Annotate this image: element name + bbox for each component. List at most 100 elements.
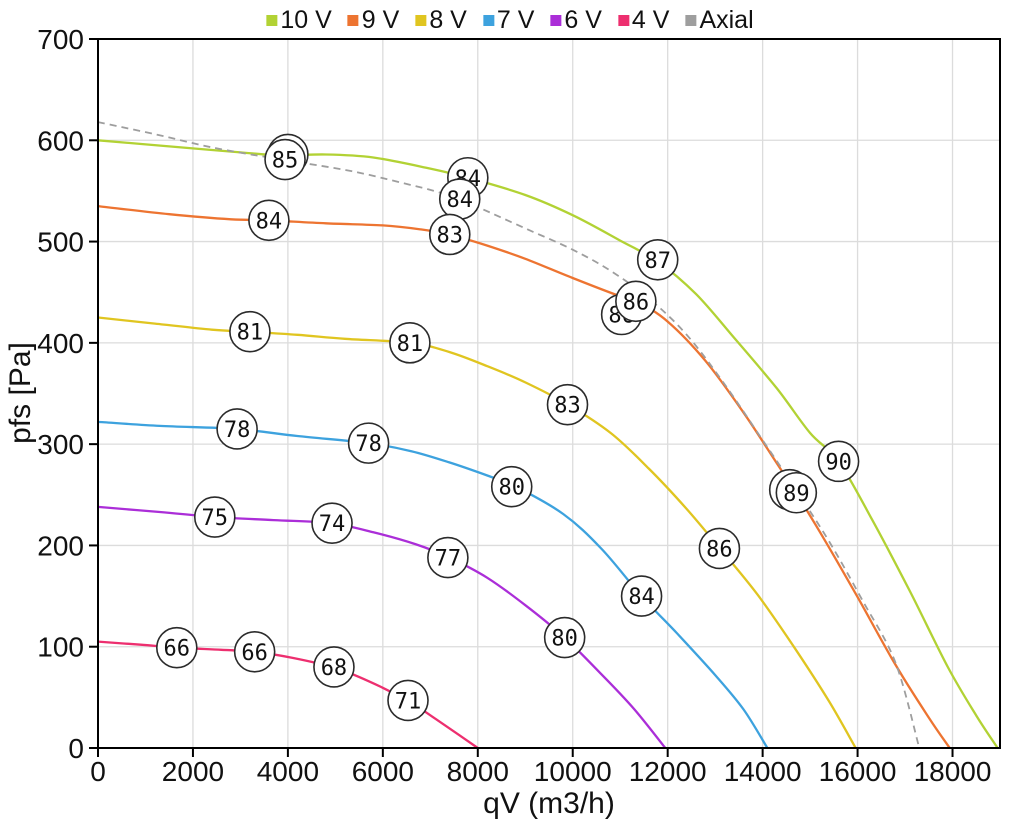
- x-tick-label-2000: 2000: [162, 756, 224, 787]
- point-label-circle: [543, 616, 586, 659]
- point-label-text: 81: [237, 321, 264, 346]
- point-label-7-v-78: 78: [216, 408, 258, 450]
- point-label-text: 89: [783, 482, 810, 507]
- point-label-text: 80: [551, 627, 578, 652]
- point-label-circle: [156, 626, 198, 669]
- point-label-9-v-83: 83: [428, 213, 471, 256]
- point-label-circle: [313, 646, 355, 688]
- point-label-text: 80: [498, 476, 525, 501]
- point-label-9-v-86: 86: [615, 280, 657, 323]
- y-tick-label-0: 0: [68, 733, 84, 764]
- legend-item-9-v: 9 V: [347, 6, 400, 35]
- point-label-circle: [233, 630, 276, 673]
- point-label-text: 75: [202, 506, 229, 531]
- point-label-text: 68: [321, 656, 348, 681]
- point-label-text: 85: [272, 149, 299, 174]
- point-label-circle: [428, 213, 471, 256]
- point-label-layer: 8584879085848689848386898181838678788084…: [156, 133, 860, 722]
- point-label-4-v-68: 68: [313, 646, 355, 688]
- point-label-text: 84: [446, 188, 473, 213]
- point-label-circle: [264, 138, 306, 181]
- legend-item-6-v: 6 V: [550, 6, 602, 35]
- point-label-10-v-87: 87: [636, 239, 679, 281]
- legend-label-7-v: 7 V: [496, 6, 535, 34]
- point-label-8-v-83: 83: [546, 383, 589, 426]
- point-label-text: 83: [437, 223, 464, 248]
- legend-swatch-8-v: [415, 15, 427, 26]
- point-label-10-v-90: 90: [817, 440, 860, 483]
- point-label-text: 78: [355, 432, 382, 457]
- legend-swatch-4-v: [617, 15, 629, 26]
- point-label-circle: [775, 471, 818, 514]
- point-label-6-v-75: 75: [193, 496, 236, 538]
- point-label-circle: [347, 422, 390, 464]
- x-tick-label-10000: 10000: [534, 756, 612, 787]
- point-label-6-v-80: 80: [543, 616, 586, 659]
- legend-item-4-v: 4 V: [617, 6, 669, 35]
- legend-label-axial: Axial: [699, 6, 754, 34]
- point-label-4-v-66: 66: [156, 626, 198, 669]
- point-label-text: 90: [825, 450, 852, 475]
- y-tick-label-700: 700: [37, 24, 84, 55]
- point-label-7-v-78: 78: [347, 422, 390, 464]
- legend-item-8-v: 8 V: [415, 6, 467, 35]
- y-tick-label-500: 500: [37, 227, 84, 258]
- y-axis-title: pfs [Pa]: [4, 342, 37, 444]
- point-label-4-v-71: 71: [387, 679, 429, 722]
- y-tick-label-100: 100: [37, 632, 84, 663]
- point-label-circle: [193, 496, 236, 538]
- legend-label-6-v: 6 V: [564, 6, 602, 34]
- point-label-text: 66: [164, 637, 191, 662]
- legend: 10 V 9 V 8 V 7 V 6 V 4 V Axial: [266, 6, 754, 35]
- x-tick-label-14000: 14000: [724, 756, 802, 787]
- point-label-circle: [490, 465, 533, 508]
- legend-label-10-v: 10 V: [280, 6, 332, 34]
- x-tick-label-6000: 6000: [352, 756, 414, 787]
- point-label-circle: [546, 383, 589, 426]
- point-label-circle: [387, 679, 429, 722]
- legend-swatch-9-v: [347, 15, 359, 26]
- x-tick-label-18000: 18000: [914, 756, 992, 787]
- point-label-4-v-66: 66: [233, 630, 276, 673]
- x-tick-label-0: 0: [90, 756, 106, 787]
- axis-layer: 0 2000 4000 6000 8000 10000 12000 14000 16000 180…: [37, 24, 1001, 787]
- point-label-circle: [636, 239, 679, 281]
- point-label-8-v-86: 86: [698, 527, 741, 570]
- point-label-axial-84: 84: [438, 178, 481, 220]
- point-label-text: 86: [623, 290, 650, 315]
- legend-swatch-axial: [685, 15, 697, 26]
- point-label-circle: [248, 199, 290, 242]
- point-label-axial-85: 85: [264, 138, 306, 181]
- y-tick-label-300: 300: [37, 429, 84, 460]
- point-label-circle: [311, 502, 353, 544]
- legend-swatch-7-v: [482, 15, 494, 26]
- plot-border: [97, 38, 1001, 749]
- point-label-text: 66: [241, 641, 268, 666]
- legend-item-10-v: 10 V: [266, 6, 332, 35]
- point-label-text: 81: [397, 332, 424, 357]
- point-label-circle: [216, 408, 258, 450]
- point-label-text: 83: [554, 394, 581, 419]
- point-label-text: 86: [706, 537, 733, 562]
- x-tick-label-16000: 16000: [819, 756, 897, 787]
- x-axis-title: qV (m3/h): [483, 787, 615, 820]
- point-label-text: 77: [435, 547, 462, 572]
- point-label-circle: [389, 322, 431, 364]
- point-label-6-v-77: 77: [427, 536, 469, 579]
- point-label-9-v-84: 84: [248, 199, 290, 242]
- point-label-circle: [817, 440, 860, 483]
- legend-label-8-v: 8 V: [429, 6, 467, 34]
- point-label-circle: [615, 280, 657, 323]
- point-label-text: 78: [224, 418, 251, 443]
- point-label-text: 74: [319, 512, 346, 537]
- y-tick-label-200: 200: [37, 530, 84, 561]
- point-label-text: 87: [644, 249, 671, 274]
- x-tick-label-4000: 4000: [257, 756, 319, 787]
- legend-item-7-v: 7 V: [482, 6, 535, 35]
- legend-label-9-v: 9 V: [361, 6, 400, 34]
- point-label-text: 71: [395, 689, 422, 714]
- point-label-circle: [229, 310, 271, 353]
- point-label-7-v-84: 84: [620, 575, 663, 617]
